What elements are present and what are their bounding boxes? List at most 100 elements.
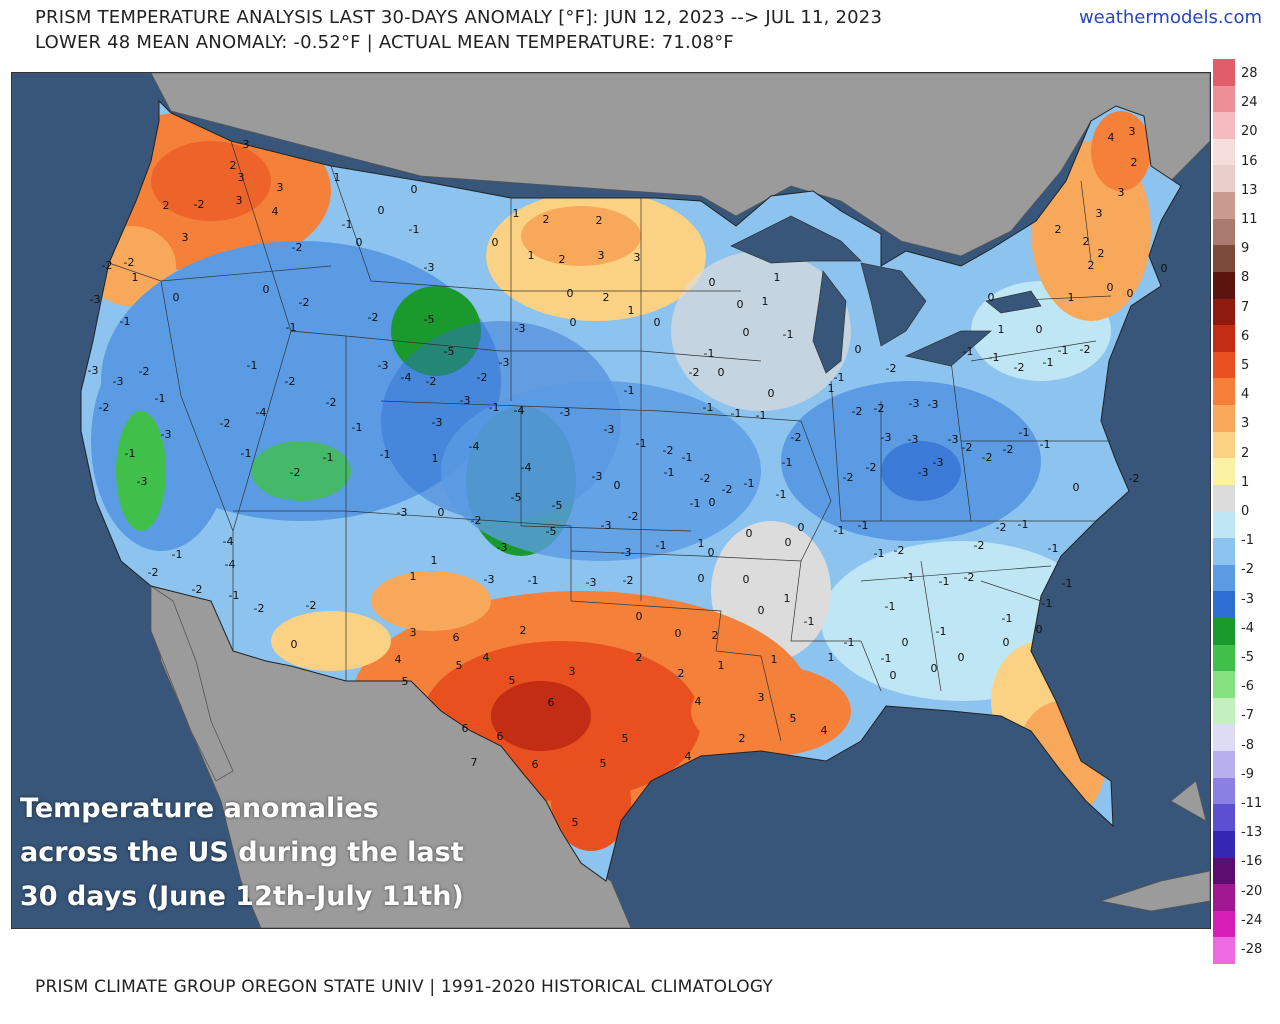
legend-label: -7 xyxy=(1241,708,1254,724)
legend-label: 3 xyxy=(1241,416,1250,432)
anomaly-value-label: 1 xyxy=(828,651,835,664)
anomaly-value-label: 0 xyxy=(737,298,744,311)
anomaly-value-label: 3 xyxy=(410,626,417,639)
anomaly-value-label: -4 xyxy=(521,461,532,474)
anomaly-value-label: 0 xyxy=(263,283,270,296)
anomaly-value-label: 0 xyxy=(1127,287,1134,300)
anomaly-value-label: 0 xyxy=(768,387,775,400)
anomaly-value-label: -3 xyxy=(137,475,148,488)
anomaly-value-label: 0 xyxy=(173,291,180,304)
legend-swatch xyxy=(1213,405,1235,433)
legend-label: -3 xyxy=(1241,591,1254,607)
legend-swatch xyxy=(1213,431,1235,459)
anomaly-value-label: 4 xyxy=(272,205,279,218)
anomaly-value-label: -2 xyxy=(886,362,897,375)
anomaly-value-label: 0 xyxy=(567,287,574,300)
legend-swatch xyxy=(1213,298,1235,326)
anomaly-value-label: -2 xyxy=(326,396,337,409)
anomaly-value-label: -1 xyxy=(881,652,892,665)
anomaly-value-label: 0 xyxy=(855,343,862,356)
anomaly-value-label: 5 xyxy=(622,732,629,745)
anomaly-value-label: -3 xyxy=(460,394,471,407)
anomaly-value-label: -5 xyxy=(511,491,522,504)
anomaly-value-label: -1 xyxy=(352,421,363,434)
anomaly-value-label: 2 xyxy=(1098,247,1105,260)
anomaly-value-label: 4 xyxy=(483,651,490,664)
anomaly-value-label: 5 xyxy=(509,674,516,687)
legend-label: -1 xyxy=(1241,533,1254,549)
anomaly-value-label: 6 xyxy=(462,722,469,735)
anomaly-value-label: 1 xyxy=(1068,291,1075,304)
anomaly-value-label: 1 xyxy=(132,271,139,284)
caption-line-3: 30 days (June 12th-July 11th) xyxy=(20,881,464,912)
anomaly-value-label: 0 xyxy=(746,527,753,540)
anomaly-value-label: 3 xyxy=(236,194,243,207)
anomaly-value-label: -1 xyxy=(885,600,896,613)
anomaly-value-label: -1 xyxy=(489,401,500,414)
anomaly-value-label: -3 xyxy=(948,433,959,446)
weathermodels-link[interactable]: weathermodels.com xyxy=(1078,7,1262,28)
anomaly-value-label: -2 xyxy=(623,574,634,587)
anomaly-value-label: -5 xyxy=(552,499,563,512)
anomaly-value-label: -3 xyxy=(621,546,632,559)
anomaly-value-label: -2 xyxy=(285,375,296,388)
anomaly-value-label: 0 xyxy=(785,536,792,549)
anomaly-value-label: -2 xyxy=(663,444,674,457)
anomaly-value-label: 6 xyxy=(548,696,555,709)
anomaly-value-label: 2 xyxy=(678,667,685,680)
legend-swatch xyxy=(1213,218,1235,246)
legend-swatch xyxy=(1213,804,1235,832)
anomaly-value-label: -1 xyxy=(323,451,334,464)
legend-swatch xyxy=(1213,458,1235,486)
anomaly-value-label: -3 xyxy=(592,470,603,483)
anomaly-value-label: 1 xyxy=(513,207,520,220)
anomaly-value-label: 2 xyxy=(1083,235,1090,248)
legend-swatch xyxy=(1213,245,1235,273)
legend-swatch xyxy=(1213,830,1235,859)
anomaly-value-label: -2 xyxy=(254,602,265,615)
anomaly-map: 3 2 3 -2 3 2 3 -2 1 3 4 1 0 0 -1 -1 0 -3 -2 0 -2 -1 -2 -5 -5 -2 -3… xyxy=(11,72,1211,929)
anomaly-value-label: -2 xyxy=(299,296,310,309)
anomaly-value-label: -1 xyxy=(1058,344,1069,357)
anomaly-value-label: 0 xyxy=(1036,623,1043,636)
legend-swatch xyxy=(1213,617,1235,646)
anomaly-value-label: 2 xyxy=(596,214,603,227)
legend-label: -24 xyxy=(1241,912,1263,928)
anomaly-value-label: 2 xyxy=(739,732,746,745)
anomaly-value-label: -2 xyxy=(689,366,700,379)
anomaly-value-label: -1 xyxy=(834,371,845,384)
anomaly-value-label: 3 xyxy=(634,251,641,264)
anomaly-value-label: -2 xyxy=(1014,361,1025,374)
anomaly-value-label: 5 xyxy=(402,675,409,688)
legend-swatch xyxy=(1213,671,1235,699)
anomaly-value-label: 2 xyxy=(230,159,237,172)
anomaly-value-label: 0 xyxy=(614,479,621,492)
anomaly-value-label: -1 xyxy=(756,409,767,422)
anomaly-value-label: 4 xyxy=(1108,131,1115,144)
anomaly-value-label: 2 xyxy=(712,629,719,642)
anomaly-value-label: -1 xyxy=(1018,518,1029,531)
anomaly-value-label: 0 xyxy=(709,496,716,509)
anomaly-value-label: -3 xyxy=(601,519,612,532)
anomaly-value-label: -5 xyxy=(444,345,455,358)
anomaly-value-label: -1 xyxy=(844,636,855,649)
anomaly-value-label: -1 xyxy=(682,451,693,464)
legend-label: -16 xyxy=(1241,854,1263,870)
anomaly-value-label: 2 xyxy=(1088,259,1095,272)
anomaly-value-label: -1 xyxy=(286,321,297,334)
anomaly-value-label: -2 xyxy=(852,405,863,418)
anomaly-value-label: -1 xyxy=(409,223,420,236)
legend-swatch xyxy=(1213,112,1235,140)
anomaly-value-label: -1 xyxy=(858,519,869,532)
anomaly-value-label: 2 xyxy=(1131,156,1138,169)
anomaly-value-label: -2 xyxy=(426,375,437,388)
anomaly-value-label: -2 xyxy=(874,402,885,415)
anomaly-value-label: -4 xyxy=(514,404,525,417)
anomaly-value-label: -1 xyxy=(703,401,714,414)
legend-label: 13 xyxy=(1241,182,1258,198)
anomaly-value-label: 1 xyxy=(628,304,635,317)
anomaly-value-label: -1 xyxy=(704,347,715,360)
legend-swatch xyxy=(1213,165,1235,193)
anomaly-value-label: -3 xyxy=(424,261,435,274)
anomaly-value-label: 1 xyxy=(334,171,341,184)
